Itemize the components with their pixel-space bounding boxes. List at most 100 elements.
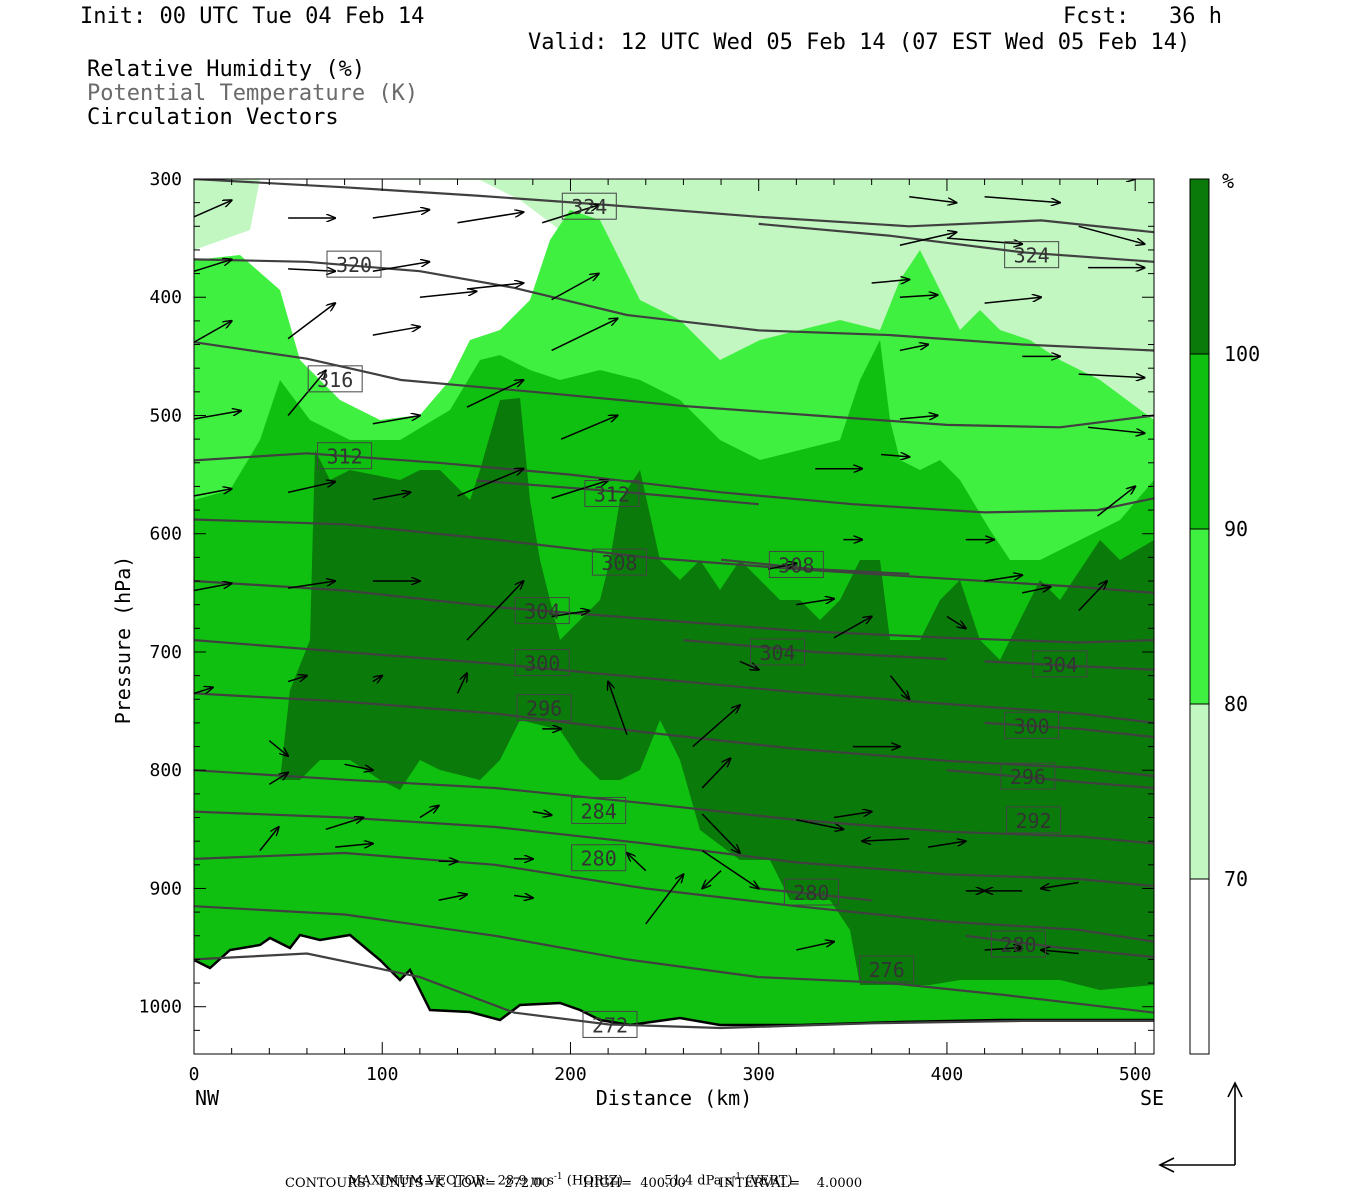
theta-label-1: 324 (1004, 241, 1060, 269)
circulation-vector-0 (194, 200, 232, 218)
svg-text:308: 308 (778, 553, 814, 577)
circulation-vector-66 (899, 295, 938, 297)
theta-label-19: 280 (990, 930, 1046, 958)
circulation-vector-2 (372, 210, 429, 219)
svg-text:300: 300 (1014, 714, 1050, 738)
y-tick-label-600: 600 (149, 524, 182, 545)
forecast-hour: Fcst: 36 h (1063, 4, 1222, 29)
valid-time: Valid: 12 UTC Wed 05 Feb 14 (07 EST Wed … (528, 30, 1191, 55)
y-tick-label-300: 300 (149, 169, 182, 190)
svg-text:308: 308 (601, 551, 637, 575)
circulation-vector-29 (551, 611, 590, 618)
colorbar-unit: % (1222, 169, 1234, 193)
theta-label-2: 320 (326, 250, 382, 278)
circulation-vector-25 (194, 583, 232, 592)
theta-labels: 324 324 320 316 312 312 308 308 304 304 304 300 296 3… (307, 192, 1088, 1038)
theta-contour-4 (194, 452, 1154, 514)
circulation-vector-36 (344, 763, 373, 770)
circulation-vector-80 (984, 575, 1023, 582)
y-tick-label-500: 500 (149, 405, 182, 426)
colorbar-level-90: 90 (1224, 517, 1248, 541)
svg-text:280: 280 (1000, 933, 1036, 957)
circulation-vector-69 (909, 195, 956, 203)
circulation-vector-94 (1041, 950, 1079, 954)
circulation-vector-71 (984, 195, 1060, 203)
circulation-vector-79 (1097, 486, 1136, 517)
theta-contour-5 (476, 479, 759, 506)
circulation-vector-8 (419, 291, 476, 298)
circulation-vector-54 (692, 705, 740, 748)
svg-text:324: 324 (1014, 244, 1050, 268)
theta-contour-13 (984, 721, 1154, 739)
colorbar: 100 90 80 70 (1189, 178, 1260, 1055)
svg-text:304: 304 (1042, 653, 1078, 677)
footer-max-vector: MAXIMUM VECTOR: 28.9 m s-1 (HORIZ) 51.4 … (348, 1172, 793, 1189)
theta-label-16: 284 (571, 796, 627, 824)
field-label-rh: Relative Humidity (%) (87, 57, 366, 82)
circulation-vector-68 (899, 232, 956, 246)
theta-label-10: 304 (1032, 650, 1088, 678)
rh-100-region (280, 398, 1154, 990)
theta-contour-6 (194, 518, 1154, 594)
x-tick-label-400: 400 (931, 1064, 964, 1085)
circulation-vector-46 (513, 896, 533, 898)
theta-label-3: 316 (307, 365, 363, 393)
svg-text:320: 320 (336, 253, 372, 277)
svg-text:324: 324 (571, 195, 607, 219)
circulation-vectors (194, 179, 1145, 954)
circulation-vector-73 (1078, 225, 1145, 244)
svg-text:296: 296 (1010, 765, 1046, 789)
y-tick-label-700: 700 (149, 642, 182, 663)
y-tick-label-900: 900 (149, 878, 182, 899)
circulation-vector-58 (767, 563, 796, 570)
svg-text:280: 280 (793, 881, 829, 905)
circulation-vector-35 (268, 740, 288, 756)
colorbar-level-70: 70 (1224, 867, 1248, 891)
svg-text:312: 312 (327, 445, 363, 469)
circulation-vector-84 (946, 615, 966, 629)
circulation-vector-33 (456, 673, 467, 694)
svg-text:304: 304 (524, 600, 560, 624)
circulation-vector-50 (608, 682, 628, 735)
circulation-vector-81 (1022, 587, 1050, 594)
theta-contour-7 (720, 558, 910, 575)
svg-text:280: 280 (581, 847, 617, 871)
circulation-vector-70 (946, 237, 1022, 244)
circulation-vector-41 (335, 844, 373, 848)
theta-label-9: 304 (750, 638, 806, 666)
theta-contour-1 (758, 222, 1154, 263)
circulation-vector-31 (287, 676, 307, 683)
theta-contour-21 (194, 952, 1154, 1030)
theta-label-5: 312 (584, 480, 640, 508)
reference-vector-icon (1158, 1081, 1243, 1173)
circulation-vector-19 (560, 415, 617, 440)
circulation-vector-49 (701, 813, 740, 853)
circulation-vector-21 (287, 482, 335, 494)
theta-label-0: 324 (561, 192, 617, 220)
svg-text:292: 292 (1015, 809, 1051, 833)
colorbar-segment-2 (1189, 528, 1210, 705)
circulation-vector-24 (551, 481, 608, 499)
init-time: Init: 00 UTC Tue 04 Feb 14 (80, 4, 425, 29)
axes: 0 100 200 300 400 500 300 400 500 600 700 800 900 100… (139, 169, 1154, 1085)
circulation-vector-56 (796, 819, 843, 829)
colorbar-segment-4 (1189, 878, 1210, 1055)
circulation-vector-87 (833, 812, 872, 819)
footer-contours: CONTOURS: UNITS=K LOW= 272.00 HIGH= 400.… (285, 1176, 863, 1191)
circulation-vector-60 (833, 617, 872, 639)
circulation-vector-18 (466, 380, 523, 408)
svg-text:304: 304 (759, 641, 795, 665)
circulation-vector-52 (702, 870, 722, 889)
theta-label-8: 304 (514, 597, 570, 625)
theta-label-13: 300 (1004, 711, 1060, 739)
circulation-vector-12 (372, 327, 420, 336)
circulation-vector-65 (899, 345, 928, 352)
circulation-vector-11 (287, 303, 335, 340)
x-axis-label: Distance (km) (596, 1086, 753, 1110)
circulation-vector-37 (268, 773, 288, 786)
theta-label-11: 300 (514, 649, 570, 677)
nw-label: NW (195, 1086, 220, 1110)
svg-text:276: 276 (869, 958, 905, 982)
circulation-vector-16 (287, 371, 326, 416)
